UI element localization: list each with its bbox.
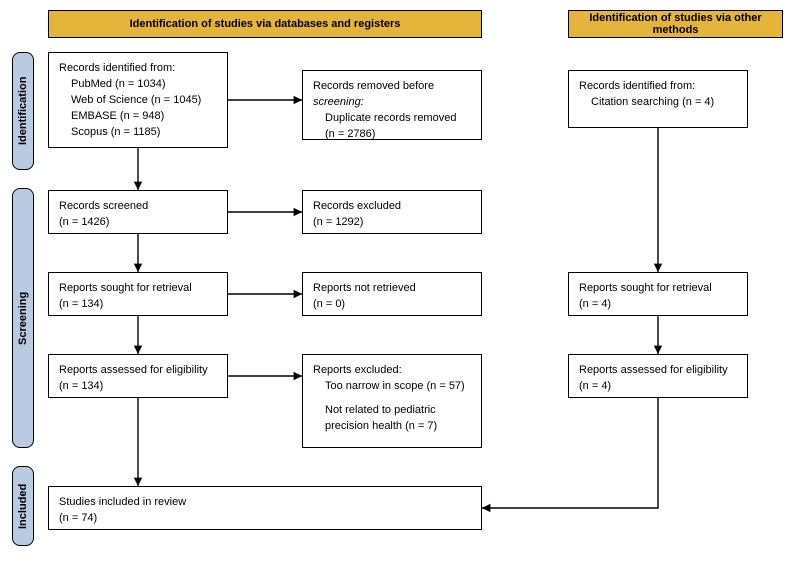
text: Reports assessed for eligibility xyxy=(59,363,217,379)
box-reports-sought-other: Reports sought for retrieval (n = 4) xyxy=(568,272,748,316)
box-records-screened: Records screened (n = 1426) xyxy=(48,190,228,234)
text: EMBASE (n = 948) xyxy=(71,109,217,125)
box-studies-included: Studies included in review (n = 74) xyxy=(48,486,482,530)
text: Too narrow in scope (n = 57) xyxy=(325,379,471,395)
text: Reports assessed for eligibility xyxy=(579,363,737,379)
text: Records screened xyxy=(59,199,217,215)
header-other-label: Identification of studies via other meth… xyxy=(573,12,778,36)
text: Reports sought for retrieval xyxy=(579,281,737,297)
header-databases-label: Identification of studies via databases … xyxy=(130,18,401,30)
text: Reports excluded: xyxy=(313,363,471,379)
box-reports-excluded: Reports excluded: Too narrow in scope (n… xyxy=(302,354,482,448)
text: (n = 2786) xyxy=(325,127,471,143)
text: Records identified from: xyxy=(59,61,217,77)
text: Scopus (n = 1185) xyxy=(71,125,217,141)
text: Records excluded xyxy=(313,199,471,215)
box-records-excluded: Records excluded (n = 1292) xyxy=(302,190,482,234)
text: (n = 74) xyxy=(59,511,471,527)
box-reports-assessed: Reports assessed for eligibility (n = 13… xyxy=(48,354,228,398)
text: Records removed before xyxy=(313,80,434,92)
text: Citation searching (n = 4) xyxy=(591,95,737,111)
text: (n = 4) xyxy=(579,379,737,395)
sidebar-included-label: Included xyxy=(17,483,29,528)
text: Duplicate records removed xyxy=(325,111,471,127)
text: Studies included in review xyxy=(59,495,471,511)
text: (n = 1292) xyxy=(313,215,471,231)
box-reports-assessed-other: Reports assessed for eligibility (n = 4) xyxy=(568,354,748,398)
box-reports-not-retrieved: Reports not retrieved (n = 0) xyxy=(302,272,482,316)
sidebar-screening: Screening xyxy=(12,188,34,448)
text: PubMed (n = 1034) xyxy=(71,77,217,93)
box-reports-sought: Reports sought for retrieval (n = 134) xyxy=(48,272,228,316)
sidebar-screening-label: Screening xyxy=(17,291,29,344)
box-records-identified-db: Records identified from: PubMed (n = 103… xyxy=(48,52,228,148)
text: Records identified from: xyxy=(579,79,737,95)
box-records-removed: Records removed before screening: Duplic… xyxy=(302,70,482,140)
header-databases: Identification of studies via databases … xyxy=(48,10,482,38)
text: screening: xyxy=(313,96,364,108)
sidebar-identification-label: Identification xyxy=(17,77,29,145)
box-records-identified-other: Records identified from: Citation search… xyxy=(568,70,748,128)
text: (n = 134) xyxy=(59,379,217,395)
text: Reports sought for retrieval xyxy=(59,281,217,297)
text: Web of Science (n = 1045) xyxy=(71,93,217,109)
sidebar-included: Included xyxy=(12,466,34,546)
text: Not related to pediatric precision healt… xyxy=(325,403,471,435)
header-other: Identification of studies via other meth… xyxy=(568,10,783,38)
text: (n = 0) xyxy=(313,297,471,313)
sidebar-identification: Identification xyxy=(12,52,34,170)
text: Reports not retrieved xyxy=(313,281,471,297)
text: (n = 134) xyxy=(59,297,217,313)
text: (n = 4) xyxy=(579,297,737,313)
text: (n = 1426) xyxy=(59,215,217,231)
